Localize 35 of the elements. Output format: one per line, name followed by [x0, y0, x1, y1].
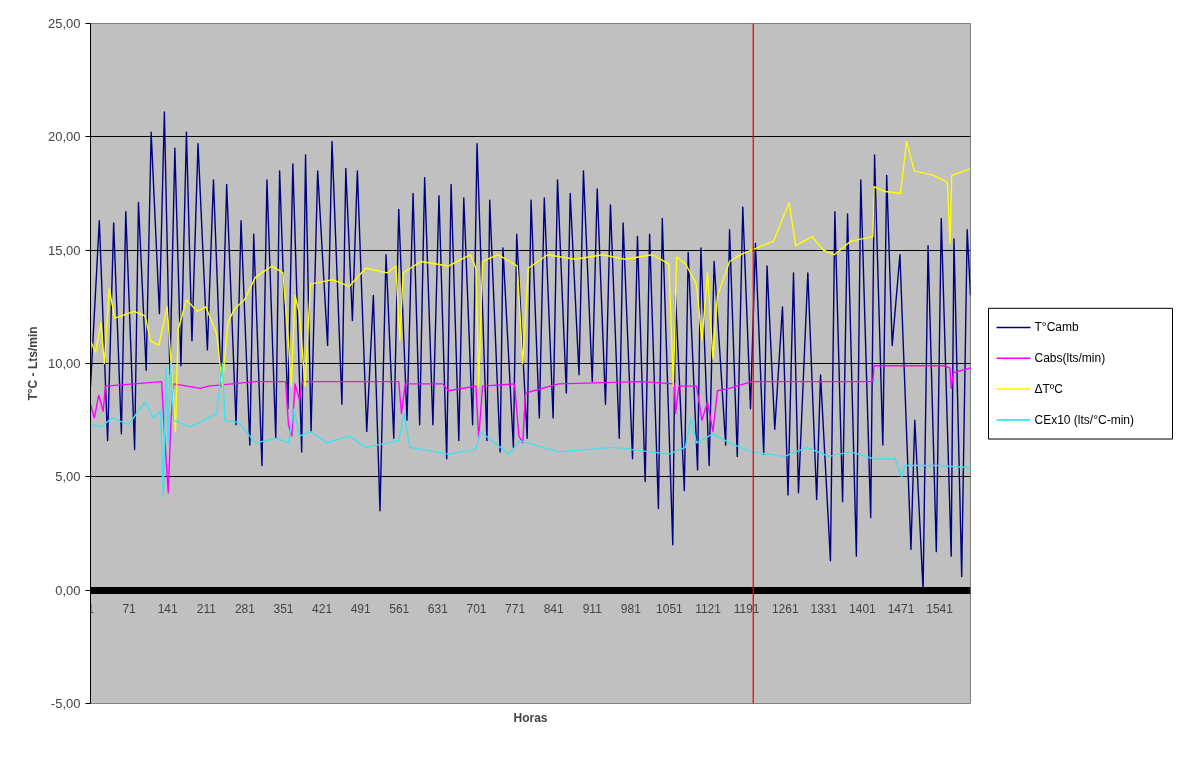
- legend-label: ΔTºC: [1034, 382, 1064, 397]
- x-tick-label: 141: [157, 602, 179, 617]
- x-tick-label: 1051: [656, 602, 684, 617]
- x-tick-label: 631: [427, 602, 449, 617]
- y-tick-label: 15,00: [47, 242, 81, 258]
- x-axis-title: Horas: [513, 710, 548, 725]
- y-axis-title: T°C - Lts/min: [25, 326, 40, 401]
- y-tick-label: 25,00: [47, 16, 81, 31]
- x-tick-label: 1331: [810, 602, 838, 617]
- x-tick-label: 71: [122, 602, 137, 617]
- x-tick-label: 841: [543, 602, 564, 617]
- x-tick-label: 1541: [926, 602, 954, 617]
- x-tick-label: 701: [466, 602, 487, 617]
- x-tick-label: 771: [505, 602, 526, 617]
- x-tick-label: 1401: [849, 602, 877, 617]
- x-tick-label: 981: [620, 602, 642, 617]
- x-tick-label: 351: [273, 602, 294, 617]
- legend-label: T°Camb: [1034, 320, 1079, 335]
- legend-label: Cabs(lts/min): [1034, 351, 1106, 366]
- x-tick-label: 1121: [695, 602, 722, 617]
- y-tick-label: -5,00: [50, 696, 81, 711]
- x-tick-label: 1261: [771, 602, 799, 617]
- x-tick-label: 1471: [887, 602, 915, 617]
- legend-label: CEx10 (lts/°C-min): [1034, 412, 1134, 427]
- x-tick-label: 491: [350, 602, 372, 617]
- y-tick-label: 5,00: [55, 469, 81, 485]
- x-tick-label: 421: [312, 602, 333, 617]
- x-tick-label: 911: [582, 602, 603, 617]
- y-tick-label: 0,00: [55, 582, 81, 598]
- x-tick-label: 561: [389, 602, 410, 617]
- x-tick-label: 211: [196, 602, 217, 617]
- y-tick-label: 10,00: [47, 356, 81, 371]
- x-tick-label: 281: [234, 602, 256, 617]
- line-series: [90, 140, 971, 433]
- y-tick-label: 20,00: [47, 129, 81, 145]
